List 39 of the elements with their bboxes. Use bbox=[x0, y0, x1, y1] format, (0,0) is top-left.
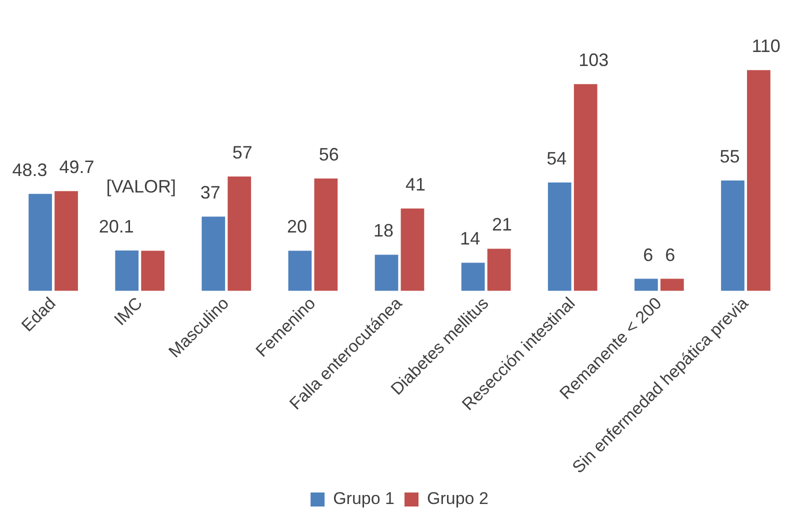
data-label: 6 bbox=[665, 244, 676, 265]
bar bbox=[115, 250, 139, 291]
bar bbox=[202, 216, 226, 291]
data-label: 6 bbox=[643, 244, 654, 265]
bar bbox=[747, 70, 770, 291]
data-label: 14 bbox=[460, 228, 480, 249]
data-label: 41 bbox=[405, 174, 426, 195]
bar bbox=[660, 278, 684, 291]
bar bbox=[141, 250, 164, 291]
data-label: 20.1 bbox=[98, 216, 134, 236]
bar bbox=[374, 254, 398, 291]
bar bbox=[721, 180, 744, 291]
legend-label: Grupo 2 bbox=[427, 489, 488, 508]
bar bbox=[400, 208, 424, 291]
data-label: 18 bbox=[373, 220, 394, 241]
data-label: 20 bbox=[286, 216, 307, 237]
data-label: 103 bbox=[578, 50, 609, 70]
data-label: 37 bbox=[200, 182, 220, 203]
bar bbox=[634, 278, 658, 291]
bar bbox=[548, 182, 572, 291]
data-label: 56 bbox=[318, 144, 339, 164]
bar bbox=[487, 248, 511, 291]
data-label: [VALOR] bbox=[106, 176, 176, 197]
data-label: 54 bbox=[546, 148, 567, 168]
bar bbox=[54, 191, 78, 291]
bar bbox=[574, 84, 598, 291]
data-label: 57 bbox=[232, 142, 252, 162]
legend-label: Grupo 1 bbox=[333, 489, 395, 508]
bar bbox=[228, 176, 252, 291]
x-tick-label: IMC bbox=[110, 294, 146, 330]
data-label: 55 bbox=[720, 146, 740, 166]
bar bbox=[314, 178, 338, 291]
data-label: 49.7 bbox=[59, 157, 94, 178]
bar bbox=[288, 250, 312, 291]
data-label: 110 bbox=[752, 36, 780, 56]
data-label: 21 bbox=[492, 214, 512, 235]
bar bbox=[461, 262, 485, 291]
bar bbox=[28, 194, 52, 291]
data-label: 48.3 bbox=[12, 160, 48, 180]
